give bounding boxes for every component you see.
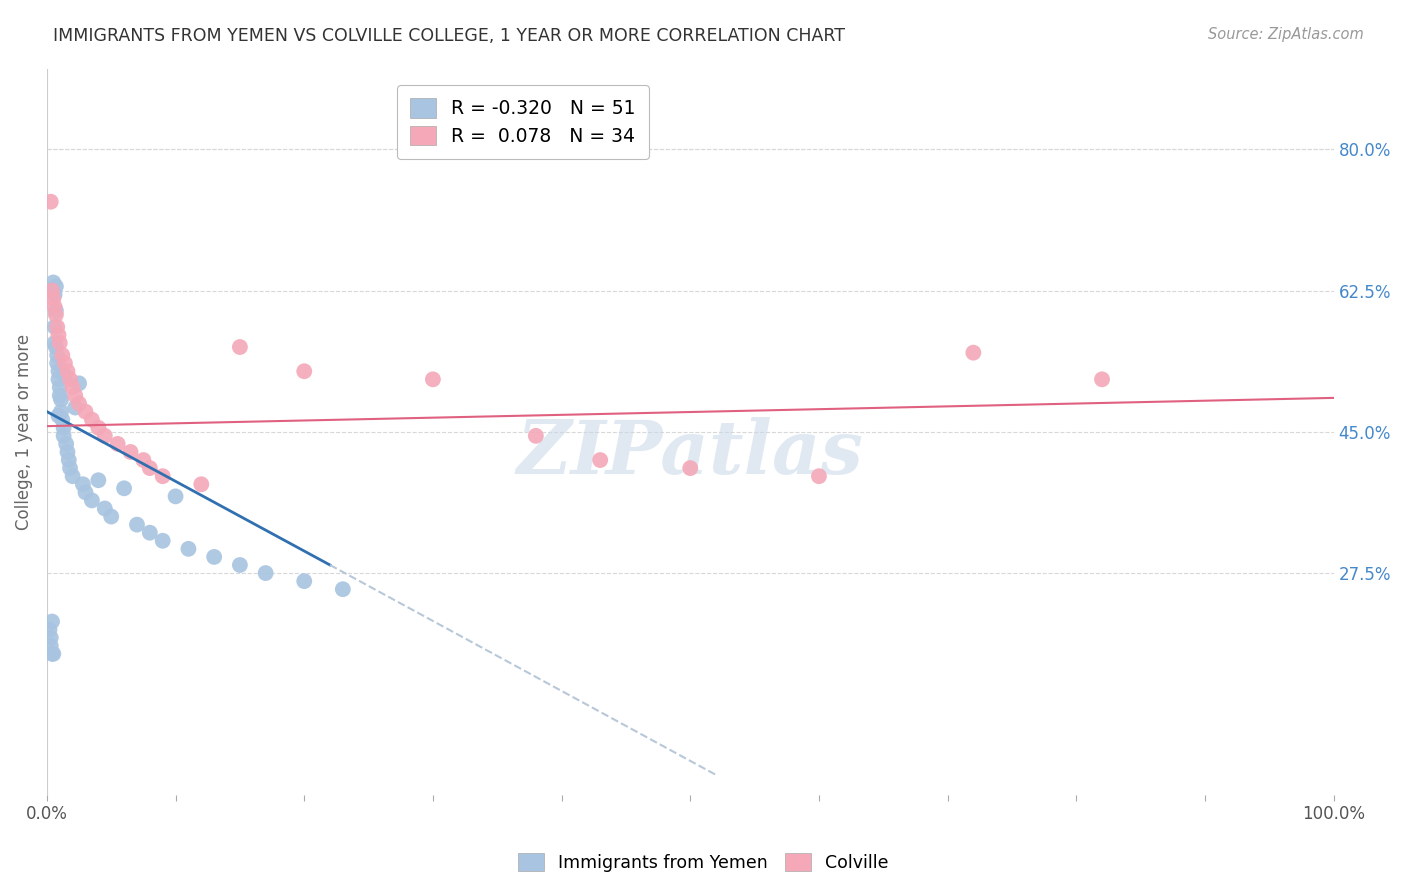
Point — [63, 388, 86, 402]
Point — [229, 558, 252, 572]
Legend: R = -0.320   N = 51, R =  0.078   N = 34: R = -0.320 N = 51, R = 0.078 N = 34 — [396, 85, 650, 159]
Point — [42, 276, 65, 290]
Point — [94, 501, 117, 516]
Point — [524, 429, 547, 443]
Point — [51, 348, 73, 362]
Point — [139, 525, 162, 540]
Point — [679, 461, 702, 475]
Point — [49, 336, 72, 351]
Point — [422, 372, 444, 386]
Point — [139, 461, 162, 475]
Point — [49, 388, 72, 402]
Point — [229, 340, 252, 354]
Point — [56, 445, 79, 459]
Point — [589, 453, 612, 467]
Point — [51, 412, 73, 426]
Point — [39, 194, 62, 209]
Point — [41, 284, 63, 298]
Point — [55, 437, 77, 451]
Point — [38, 623, 60, 637]
Point — [202, 549, 225, 564]
Point — [332, 582, 354, 597]
Point — [44, 300, 66, 314]
Point — [67, 376, 90, 391]
Text: ZIPatlas: ZIPatlas — [517, 417, 863, 490]
Point — [112, 481, 135, 495]
Point — [292, 364, 315, 378]
Point — [254, 566, 277, 580]
Point — [45, 340, 67, 354]
Point — [177, 541, 200, 556]
Point — [100, 509, 122, 524]
Point — [87, 421, 110, 435]
Point — [75, 404, 97, 418]
Point — [39, 639, 62, 653]
Point — [80, 493, 103, 508]
Point — [45, 279, 67, 293]
Point — [962, 345, 984, 359]
Point — [48, 327, 70, 342]
Point — [41, 647, 63, 661]
Point — [49, 392, 72, 407]
Point — [807, 469, 830, 483]
Text: IMMIGRANTS FROM YEMEN VS COLVILLE COLLEGE, 1 YEAR OR MORE CORRELATION CHART: IMMIGRANTS FROM YEMEN VS COLVILLE COLLEG… — [53, 27, 845, 45]
Point — [48, 372, 70, 386]
Legend: Immigrants from Yemen, Colville: Immigrants from Yemen, Colville — [510, 847, 896, 879]
Point — [152, 469, 174, 483]
Y-axis label: College, 1 year or more: College, 1 year or more — [15, 334, 32, 530]
Point — [58, 453, 80, 467]
Point — [75, 485, 97, 500]
Point — [46, 348, 69, 362]
Point — [165, 489, 187, 503]
Point — [48, 409, 70, 423]
Point — [41, 615, 63, 629]
Point — [62, 380, 84, 394]
Point — [42, 292, 65, 306]
Point — [42, 647, 65, 661]
Point — [190, 477, 212, 491]
Point — [63, 401, 86, 415]
Point — [56, 364, 79, 378]
Point — [87, 473, 110, 487]
Point — [48, 364, 70, 378]
Text: Source: ZipAtlas.com: Source: ZipAtlas.com — [1208, 27, 1364, 42]
Point — [62, 469, 84, 483]
Point — [80, 412, 103, 426]
Point — [72, 477, 94, 491]
Point — [67, 396, 90, 410]
Point — [52, 429, 75, 443]
Point — [46, 356, 69, 370]
Point — [53, 356, 76, 370]
Point — [44, 319, 66, 334]
Point — [120, 445, 142, 459]
Point — [125, 517, 148, 532]
Point — [107, 437, 129, 451]
Point — [53, 368, 76, 383]
Point — [292, 574, 315, 588]
Point — [94, 429, 117, 443]
Point — [42, 284, 65, 298]
Point — [152, 533, 174, 548]
Point — [59, 461, 82, 475]
Point — [1091, 372, 1114, 386]
Point — [39, 631, 62, 645]
Point — [44, 287, 66, 301]
Point — [59, 372, 82, 386]
Point — [132, 453, 155, 467]
Point — [45, 308, 67, 322]
Point — [45, 303, 67, 318]
Point — [49, 404, 72, 418]
Point — [44, 336, 66, 351]
Point — [46, 319, 69, 334]
Point — [49, 380, 72, 394]
Point — [52, 421, 75, 435]
